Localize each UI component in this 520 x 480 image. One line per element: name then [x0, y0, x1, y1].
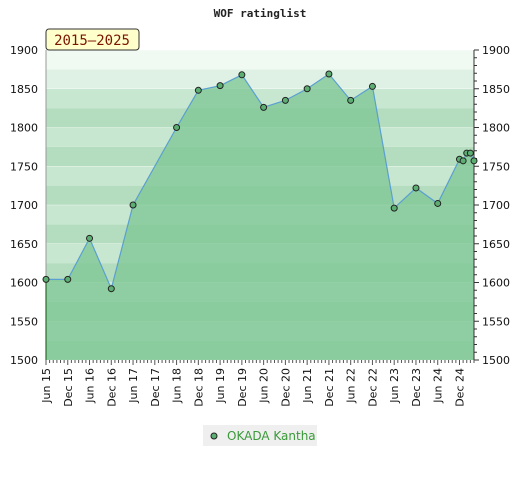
x-axis-labels: Jun 15 Dec 15 Jun 16 Dec 16 Jun 17 Dec 17 Jun … [40, 368, 466, 407]
x-tick-label: Jun 18 [171, 368, 184, 404]
data-point [194, 86, 202, 94]
y-tick-label-right: 1600 [482, 277, 510, 290]
data-point [281, 96, 289, 104]
x-tick-label: Jun 21 [301, 368, 314, 404]
x-tick-label: Jun 19 [214, 368, 227, 404]
legend-box [203, 425, 317, 446]
background-band [46, 50, 474, 70]
data-point [129, 201, 137, 209]
y-tick-label-left: 1650 [10, 238, 38, 251]
y-tick-label-left: 1750 [10, 160, 38, 173]
y-axis-right-labels: 1500 1550 1600 1650 1700 1750 1800 1850 1900 [482, 44, 510, 367]
legend-series-name: OKADA Kantha [227, 429, 316, 443]
x-tick-label: Dec 16 [105, 368, 118, 407]
rating-area [46, 74, 474, 361]
y-tick-label-right: 1700 [482, 199, 510, 212]
y-tick-label-left: 1850 [10, 83, 38, 96]
y-tick-label-left: 1500 [10, 354, 38, 367]
data-point [86, 234, 94, 242]
legend-marker-icon [210, 432, 218, 440]
background-band [46, 69, 474, 89]
period-badge: 2015–2025 [45, 28, 140, 51]
y-tick-label-right: 1900 [482, 44, 510, 57]
axes [45, 49, 479, 365]
legend: OKADA Kantha [203, 425, 317, 446]
data-point [173, 124, 181, 131]
data-point [470, 157, 478, 165]
x-tick-label: Jun 16 [84, 368, 97, 404]
x-tick-label: Jun 17 [127, 368, 140, 404]
data-point [238, 71, 246, 79]
data-point [260, 103, 268, 111]
data-point [390, 204, 398, 212]
x-tick-label: Dec 20 [279, 368, 292, 407]
x-tick-label: Jun 22 [345, 368, 358, 404]
x-tick-label: Dec 24 [453, 368, 466, 407]
x-tick-label: Dec 21 [323, 368, 336, 407]
y-tick-label-right: 1750 [482, 160, 510, 173]
data-point [412, 184, 420, 192]
y-tick-label-left: 1550 [10, 315, 38, 328]
y-tick-label-right: 1850 [482, 83, 510, 96]
y-tick-label-right: 1500 [482, 354, 510, 367]
data-point [107, 285, 115, 293]
period-badge-box [45, 28, 140, 51]
data-point [434, 199, 442, 207]
data-point [459, 157, 467, 165]
x-tick-label: Jun 23 [388, 368, 401, 404]
x-tick-label: Dec 22 [366, 368, 379, 407]
y-tick-label-left: 1700 [10, 199, 38, 212]
x-tick-label: Dec 23 [410, 368, 423, 407]
x-tick-label: Jun 20 [258, 368, 271, 404]
data-point [347, 96, 355, 104]
y-tick-label-left: 1600 [10, 277, 38, 290]
y-tick-label-right: 1650 [482, 238, 510, 251]
x-tick-label: Dec 18 [192, 368, 205, 407]
period-badge-label: 2015–2025 [54, 33, 130, 49]
x-tick-label: Jun 24 [432, 368, 445, 404]
y-tick-label-left: 1900 [10, 44, 38, 57]
x-tick-label: Dec 17 [149, 368, 162, 407]
data-point [64, 275, 72, 283]
y-axis-left-labels: 1500 1550 1600 1650 1700 1750 1800 1850 1900 [10, 44, 38, 367]
y-tick-label-right: 1800 [482, 122, 510, 135]
chart-title: WOF ratinglist [214, 7, 307, 20]
data-point [466, 149, 474, 157]
data-point [303, 85, 311, 93]
x-tick-label: Dec 19 [236, 368, 249, 407]
data-point [325, 70, 333, 78]
y-tick-label-right: 1550 [482, 315, 510, 328]
x-tick-label: Jun 15 [40, 368, 53, 404]
data-points [42, 70, 478, 293]
data-point [216, 82, 224, 90]
x-tick-label: Dec 15 [62, 368, 75, 407]
data-point [368, 82, 376, 90]
y-tick-label-left: 1800 [10, 122, 38, 135]
data-point [42, 275, 50, 283]
